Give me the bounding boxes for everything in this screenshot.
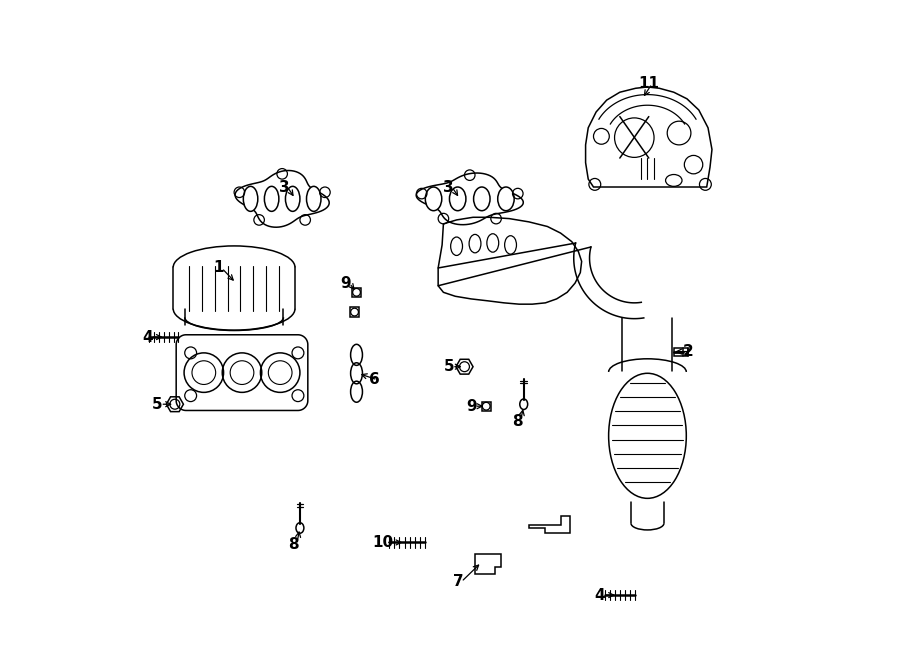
Bar xyxy=(674,348,688,356)
Text: 5: 5 xyxy=(444,359,454,374)
Text: 3: 3 xyxy=(444,180,454,194)
Text: 6: 6 xyxy=(369,372,380,387)
Bar xyxy=(350,307,359,317)
Text: 8: 8 xyxy=(288,537,299,552)
Text: 5: 5 xyxy=(152,397,162,412)
Text: 8: 8 xyxy=(512,414,523,429)
Text: 2: 2 xyxy=(683,344,694,359)
Text: 4: 4 xyxy=(142,330,152,344)
Ellipse shape xyxy=(426,187,442,211)
Text: 7: 7 xyxy=(453,574,464,590)
Text: 4: 4 xyxy=(595,588,606,603)
Ellipse shape xyxy=(307,186,321,212)
Text: 10: 10 xyxy=(373,535,393,550)
Text: 1: 1 xyxy=(213,260,223,276)
Bar xyxy=(352,288,361,297)
Text: 11: 11 xyxy=(638,76,660,91)
Ellipse shape xyxy=(449,187,466,211)
Text: 9: 9 xyxy=(466,399,476,414)
Ellipse shape xyxy=(265,186,279,212)
Ellipse shape xyxy=(243,186,257,212)
Ellipse shape xyxy=(473,187,490,211)
Text: 9: 9 xyxy=(341,276,351,291)
Ellipse shape xyxy=(285,186,300,212)
Text: 3: 3 xyxy=(279,180,290,194)
Bar xyxy=(482,402,490,410)
Ellipse shape xyxy=(498,187,514,211)
